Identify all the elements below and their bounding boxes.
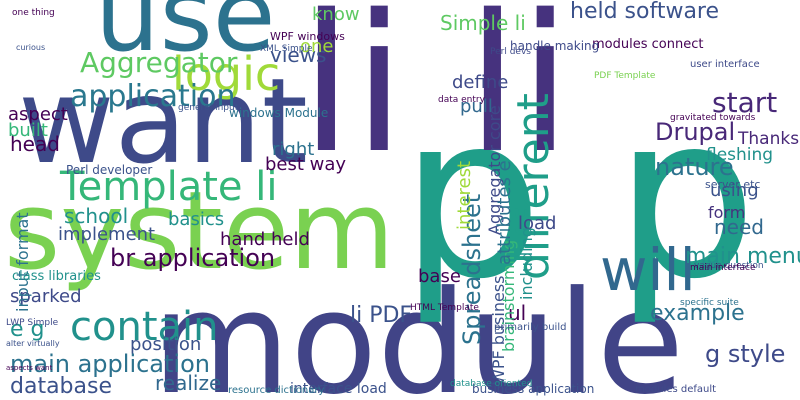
word: li PDF [350, 303, 412, 328]
word: modules default [635, 384, 716, 395]
word: primarily build [494, 322, 566, 333]
word: one thing [12, 8, 55, 18]
word: best way [265, 154, 346, 175]
word: example [650, 301, 745, 326]
word: windows Module [229, 106, 328, 120]
word: hand held [220, 229, 310, 250]
word: main interface [690, 263, 756, 273]
word: basics [168, 209, 224, 230]
word: server etc [705, 178, 760, 191]
word: class libraries [12, 269, 101, 284]
word: attributes e [494, 160, 515, 265]
word: one [300, 36, 334, 57]
word: Perl devs [490, 47, 531, 57]
word: input format [13, 212, 32, 312]
word: main application [10, 350, 210, 378]
word: specific suite [680, 298, 739, 308]
word: gravitated towards [670, 113, 756, 123]
word: base [418, 266, 461, 287]
word: alter virtually [6, 339, 60, 348]
word: position [130, 334, 201, 355]
word: HTML Template [410, 303, 479, 313]
word: implement [58, 224, 155, 245]
word: aspect [8, 104, 68, 125]
word: general input [178, 103, 239, 113]
word: know [312, 4, 360, 25]
word: realize [155, 371, 221, 395]
word: interest [454, 161, 475, 230]
word: modules connect [592, 37, 703, 52]
word: want [18, 52, 308, 190]
word: contain [70, 304, 218, 350]
word: e g [10, 317, 45, 342]
word: p p [400, 67, 757, 329]
word: XML Simple [260, 44, 313, 54]
word: use [95, 0, 276, 75]
word: different [508, 93, 559, 280]
word: pull [460, 96, 493, 117]
word: PDF Template [594, 71, 656, 81]
word: define [452, 72, 508, 93]
word: form [708, 203, 745, 222]
word: br application [110, 244, 275, 272]
word: load [518, 213, 556, 234]
word: Aggregator [80, 46, 238, 79]
word: Template li [59, 164, 277, 210]
word: system [4, 169, 394, 294]
word: WPF windows [270, 30, 345, 43]
word: module [152, 261, 684, 400]
word: fleshing [706, 145, 773, 165]
word: nature [655, 153, 734, 181]
word: main menu [685, 244, 800, 269]
word: right [272, 139, 314, 160]
word: database [10, 374, 112, 399]
word: application [70, 79, 235, 114]
word: built [8, 120, 48, 141]
word: business application [472, 382, 594, 396]
word: WPF business [489, 276, 508, 386]
word: resource dictionary [228, 385, 324, 396]
word: li li [300, 0, 572, 195]
word: handle making [510, 39, 599, 53]
word: aspects want [6, 364, 53, 372]
word: Perl developer [66, 163, 152, 177]
word: school [64, 204, 128, 228]
word: need [714, 215, 764, 239]
word: Simple li [440, 11, 526, 35]
word: held software [570, 0, 719, 24]
word: database oriented [450, 379, 532, 389]
word: brainstorming [499, 240, 518, 352]
word: including [517, 227, 536, 300]
word: ul [508, 301, 526, 325]
word: sparked [10, 286, 82, 307]
word: start [712, 86, 777, 119]
word: interface load [290, 381, 387, 397]
word: using [710, 180, 759, 201]
word: Aggregator core [485, 105, 504, 235]
word: data entry [438, 95, 486, 105]
word: Drupal [655, 118, 735, 146]
word: LWP Simple [6, 318, 59, 328]
word: vague question [694, 261, 764, 271]
word: will [600, 236, 696, 304]
word: head [10, 132, 60, 156]
word: curious [16, 43, 45, 52]
word: Thanks [737, 129, 799, 149]
word: g style [705, 340, 785, 368]
word: logic [172, 47, 280, 101]
word: views [270, 43, 326, 67]
word: Spreadsheet [458, 194, 486, 345]
word: user interface [690, 59, 760, 70]
